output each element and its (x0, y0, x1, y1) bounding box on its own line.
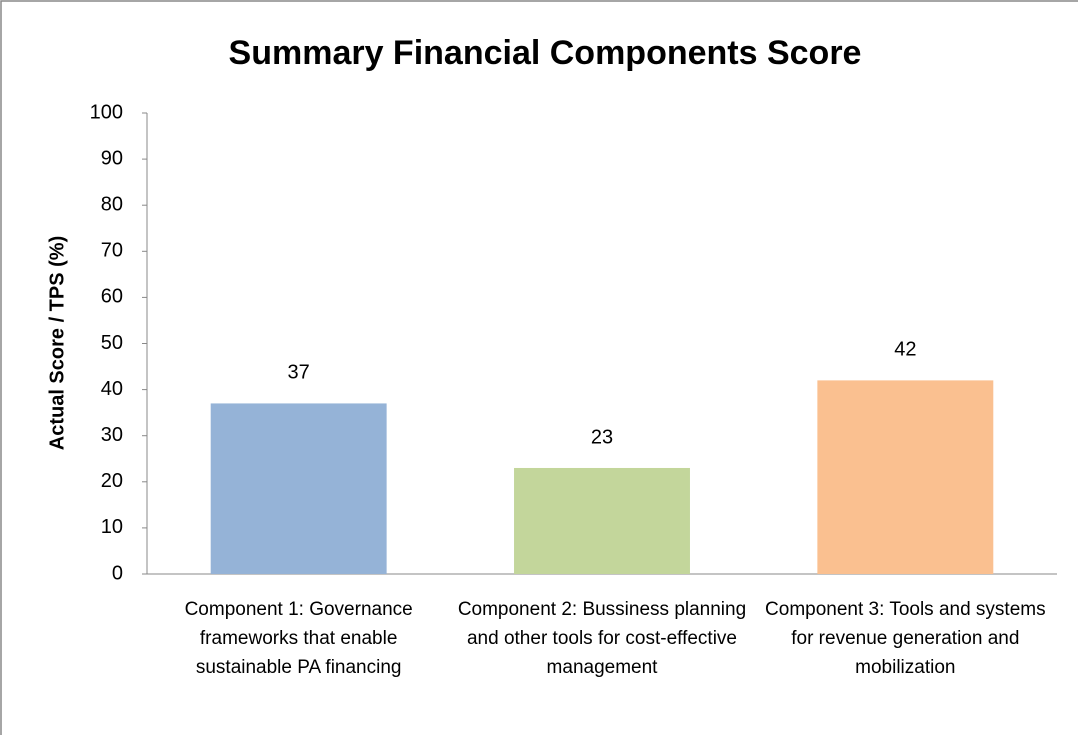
y-tick-label: 10 (101, 516, 123, 538)
y-tick-label: 90 (101, 147, 123, 169)
x-tick-label: Component 1: Governance frameworks that … (184, 599, 413, 678)
data-label: 42 (894, 339, 916, 361)
data-label: 23 (591, 426, 613, 448)
y-tick-label: 40 (101, 378, 123, 400)
y-tick-label: 30 (101, 424, 123, 446)
y-tick-label: 70 (101, 240, 123, 262)
data-label: 37 (288, 362, 310, 384)
bar (817, 380, 994, 574)
y-tick-label: 100 (90, 101, 123, 123)
bar (514, 467, 690, 574)
bar (210, 403, 387, 574)
x-tick-label: Component 2: Bussiness planning and othe… (457, 599, 747, 678)
x-tick-label: Component 3: Tools and systems for reven… (765, 599, 1046, 678)
y-tick-label: 60 (101, 286, 123, 308)
chart-title: Summary Financial Components Score (229, 34, 862, 72)
y-axis-label: Actual Score / TPS (%) (46, 236, 68, 451)
y-tick-label: 20 (101, 470, 123, 492)
y-tick-label: 0 (112, 562, 123, 584)
y-tick-label: 80 (101, 193, 123, 215)
y-tick-label: 50 (101, 332, 123, 354)
